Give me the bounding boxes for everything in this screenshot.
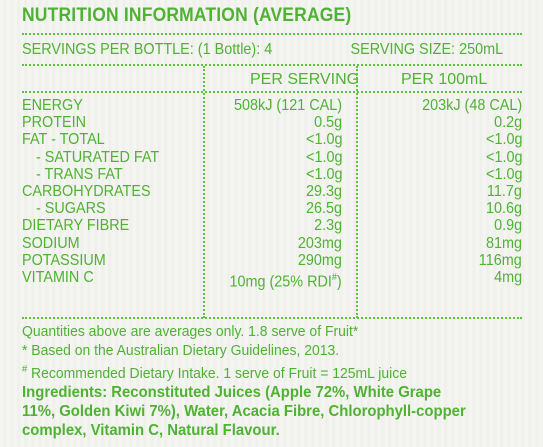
table-row: FAT - TOTAL <1.0g <1.0g xyxy=(22,131,522,148)
footnotes: Quantities above are averages only. 1.8 … xyxy=(22,322,522,383)
nutrient-name: ENERGY xyxy=(22,97,83,114)
servings-divider xyxy=(22,64,522,66)
nutrient-name: SODIUM xyxy=(22,234,80,252)
table-bottom-divider xyxy=(22,317,522,319)
ingredients-line: 11%, Golden Kiwi 7%), Water, Acacia Fibr… xyxy=(22,403,466,420)
table-row: - TRANS FAT <1.0g <1.0g xyxy=(22,166,522,183)
per-100ml-value: <1.0g xyxy=(485,131,522,149)
per-serving-value: 10mg (25% RDI#) xyxy=(229,272,342,291)
nutrient-name: - TRANS FAT xyxy=(36,165,123,183)
column-divider-right xyxy=(356,66,358,318)
per-serving-value: 203mg xyxy=(297,234,342,252)
per-serving-value: 290mg xyxy=(297,251,342,269)
footnote-rdi: # Recommended Dietary Intake. 1 serve of… xyxy=(22,364,407,382)
ingredients-line: Ingredients: Reconstituted Juices (Apple… xyxy=(22,384,442,401)
per-serving-value: <1.0g xyxy=(305,131,342,149)
per-100ml-value: 203kJ (48 CAL) xyxy=(421,97,522,114)
title-divider xyxy=(22,33,522,35)
footnote-averages: Quantities above are averages only. 1.8 … xyxy=(22,323,359,340)
nutrient-name: - SATURATED FAT xyxy=(36,148,160,166)
per-serving-value: 29.3g xyxy=(305,183,342,200)
column-header-per-serving: PER SERVING xyxy=(250,71,360,88)
panel-title: NUTRITION INFORMATION (AVERAGE) xyxy=(22,5,352,26)
per-100ml-value: 81mg xyxy=(485,234,522,252)
footnote-guidelines: * Based on the Australian Dietary Guidel… xyxy=(22,342,340,359)
table-row: POTASSIUM 290mg 116mg xyxy=(22,252,522,269)
ingredients-line: complex, Vitamin C, Natural Flavour. xyxy=(22,422,280,439)
per-serving-value: 2.3g xyxy=(313,217,342,235)
table-row: VITAMIN C 10mg (25% RDI#) 4mg xyxy=(22,269,522,290)
column-header-per-100ml: PER 100mL xyxy=(401,71,488,88)
per-100ml-value: 0.2g xyxy=(493,114,522,132)
per-serving-value: 0.5g xyxy=(313,114,342,132)
table-row: ENERGY 508kJ (121 CAL) 203kJ (48 CAL) xyxy=(22,97,522,114)
per-100ml-value: 4mg xyxy=(493,269,522,286)
table-row: PROTEIN 0.5g 0.2g xyxy=(22,114,522,131)
nutrient-name: CARBOHYDRATES xyxy=(22,183,151,200)
table-row: SODIUM 203mg 81mg xyxy=(22,235,522,252)
nutrient-name: DIETARY FIBRE xyxy=(22,217,130,235)
per-serving-value: <1.0g xyxy=(305,165,342,183)
table-row: - SATURATED FAT <1.0g <1.0g xyxy=(22,149,522,166)
table-row: CARBOHYDRATES 29.3g 11.7g xyxy=(22,183,522,200)
nutrient-name: PROTEIN xyxy=(22,114,87,132)
per-serving-value: <1.0g xyxy=(305,148,342,166)
ingredients-list: Ingredients: Reconstituted Juices (Apple… xyxy=(22,383,542,440)
per-100ml-value: 10.6g xyxy=(485,200,522,218)
column-divider-left xyxy=(203,66,205,318)
header-divider xyxy=(22,91,522,93)
per-100ml-value: 116mg xyxy=(479,251,522,269)
serving-size: SERVING SIZE: 250mL xyxy=(350,41,504,58)
per-100ml-value: 0.9g xyxy=(493,217,522,235)
nutrient-name: FAT - TOTAL xyxy=(22,131,105,149)
servings-line: SERVINGS PER BOTTLE: (1 Bottle): 4 SERVI… xyxy=(22,41,503,59)
nutrient-name: VITAMIN C xyxy=(22,269,94,286)
per-serving-value: 26.5g xyxy=(305,200,342,218)
nutrient-name: POTASSIUM xyxy=(22,251,106,269)
per-serving-value: 508kJ (121 CAL) xyxy=(233,97,342,114)
per-100ml-value: <1.0g xyxy=(485,148,522,166)
per-100ml-value: 11.7g xyxy=(487,183,522,200)
table-row: DIETARY FIBRE 2.3g 0.9g xyxy=(22,217,522,234)
table-row: - SUGARS 26.5g 10.6g xyxy=(22,200,522,217)
per-100ml-value: <1.0g xyxy=(485,165,522,183)
nutrient-name: - SUGARS xyxy=(36,200,106,218)
servings-per-bottle: SERVINGS PER BOTTLE: (1 Bottle): 4 xyxy=(22,41,273,58)
